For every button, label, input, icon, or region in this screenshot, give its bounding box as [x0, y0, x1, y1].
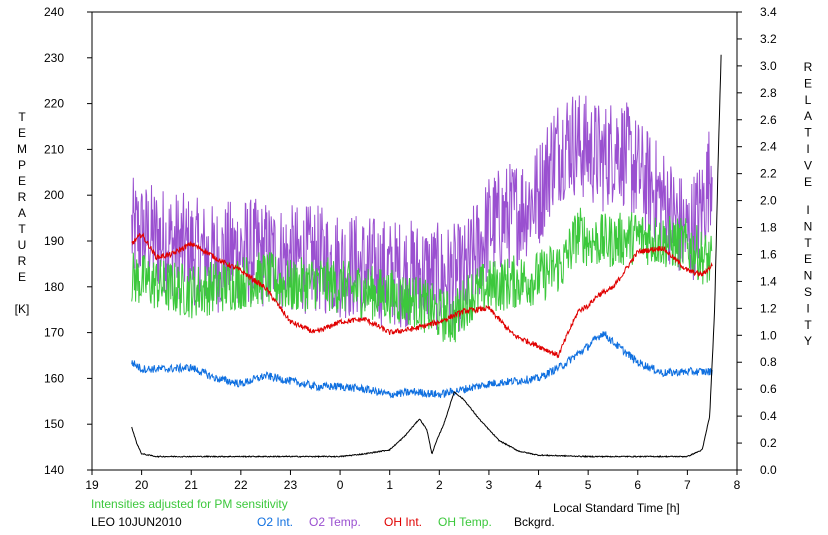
- series-oh-int-line: [131, 232, 713, 359]
- series-bckgrd-line: [131, 54, 722, 459]
- y-right-tick-label: 1.4: [760, 274, 777, 288]
- y-left-tick-label: 190: [44, 234, 64, 248]
- x-tick-label: 22: [234, 478, 248, 492]
- y-right-label-char: T: [804, 126, 812, 140]
- x-axis-label: Local Standard Time [h]: [553, 501, 680, 515]
- y-left-label-char: A: [18, 206, 26, 220]
- y-left-tick-label: 230: [44, 51, 64, 65]
- y-left-label-char: E: [18, 174, 26, 188]
- y-right-label-char: I: [806, 301, 809, 315]
- y-right-tick-label: 0.0: [760, 463, 777, 477]
- x-tick-label: 4: [535, 478, 542, 492]
- y-right-label-char: E: [804, 252, 812, 266]
- y-right-tick-label: 2.6: [760, 113, 777, 127]
- y-left-unit: [K]: [15, 302, 30, 316]
- y-left-tick-label: 220: [44, 97, 64, 111]
- axis-ticks: 19 20 21 22 23 0 1 2 3 4 5 6 7 8140150160170180190200…: [44, 5, 777, 492]
- x-tick-label: 3: [486, 478, 493, 492]
- legend-o2-int: O2 Int.: [257, 515, 293, 529]
- series-oh-temp-line: [131, 207, 713, 343]
- y-right-label-char: Y: [804, 334, 812, 348]
- y-left-label-char: U: [18, 238, 27, 252]
- y-right-label-char: N: [804, 269, 813, 283]
- y-right-label-char: I: [806, 142, 809, 156]
- y-right-label-char: N: [804, 219, 813, 233]
- x-tick-label: 23: [284, 478, 298, 492]
- y-left-tick-label: 200: [44, 188, 64, 202]
- y-right-tick-label: 0.8: [760, 355, 777, 369]
- y-right-label-char: T: [804, 318, 812, 332]
- y-right-tick-label: 2.0: [760, 194, 777, 208]
- y-left-label-char: T: [18, 110, 26, 124]
- y-right-label-char: I: [806, 203, 809, 217]
- legend-oh-temp: OH Temp.: [438, 515, 492, 529]
- y-left-label-char: R: [18, 254, 27, 268]
- y-right-tick-label: 3.4: [760, 5, 777, 19]
- y-right-label-char: A: [804, 109, 812, 123]
- y-right-tick-label: 2.4: [760, 140, 777, 154]
- y-left-tick-label: 160: [44, 371, 64, 385]
- legend-o2-temp: O2 Temp.: [309, 515, 361, 529]
- y-right-tick-label: 0.2: [760, 436, 777, 450]
- y-left-label-char: T: [18, 222, 26, 236]
- y-right-label-char: S: [804, 285, 812, 299]
- note-text: Intensities adjusted for PM sensitivity: [91, 497, 288, 511]
- y-right-tick-label: 1.2: [760, 301, 777, 315]
- series-o2-int-line: [131, 331, 713, 399]
- y-right-tick-label: 2.8: [760, 86, 777, 100]
- series-group: [131, 54, 722, 459]
- x-tick-label: 0: [337, 478, 344, 492]
- x-tick-label: 5: [585, 478, 592, 492]
- y-left-tick-label: 180: [44, 280, 64, 294]
- y-left-label-char: E: [18, 270, 26, 284]
- x-tick-label: 20: [135, 478, 149, 492]
- legend-oh-int: OH Int.: [384, 515, 422, 529]
- y-right-label-char: T: [804, 236, 812, 250]
- x-tick-label: 1: [386, 478, 393, 492]
- y-right-label-char: V: [804, 158, 812, 172]
- x-tick-label: 8: [734, 478, 741, 492]
- y-right-tick-label: 0.4: [760, 409, 777, 423]
- y-right-tick-label: 2.2: [760, 167, 777, 181]
- y-right-label-char: R: [804, 60, 813, 74]
- y-right-tick-label: 3.0: [760, 59, 777, 73]
- y-right-label-char: E: [804, 175, 812, 189]
- x-tick-label: 21: [185, 478, 199, 492]
- y-left-tick-label: 150: [44, 417, 64, 431]
- y-right-tick-label: 1.8: [760, 221, 777, 235]
- y-right-label-char: E: [804, 76, 812, 90]
- y-right-tick-label: 0.6: [760, 382, 777, 396]
- y-left-label-char: P: [18, 158, 26, 172]
- y-left-tick-label: 140: [44, 463, 64, 477]
- x-tick-label: 6: [634, 478, 641, 492]
- y-left-tick-label: 210: [44, 142, 64, 156]
- y-left-label-char: M: [17, 142, 27, 156]
- station-date: LEO 10JUN2010: [91, 515, 182, 529]
- x-tick-label: 2: [436, 478, 443, 492]
- y-right-label-char: L: [805, 93, 812, 107]
- x-tick-label: 7: [684, 478, 691, 492]
- y-left-tick-label: 170: [44, 326, 64, 340]
- y-right-tick-label: 3.2: [760, 32, 777, 46]
- y-right-tick-label: 1.6: [760, 247, 777, 261]
- y-left-label-char: E: [18, 126, 26, 140]
- y-right-tick-label: 1.0: [760, 328, 777, 342]
- y-left-label-char: R: [18, 190, 27, 204]
- y-left-tick-label: 240: [44, 5, 64, 19]
- legend-bckgrd: Bckgrd.: [514, 515, 555, 529]
- x-tick-label: 19: [85, 478, 99, 492]
